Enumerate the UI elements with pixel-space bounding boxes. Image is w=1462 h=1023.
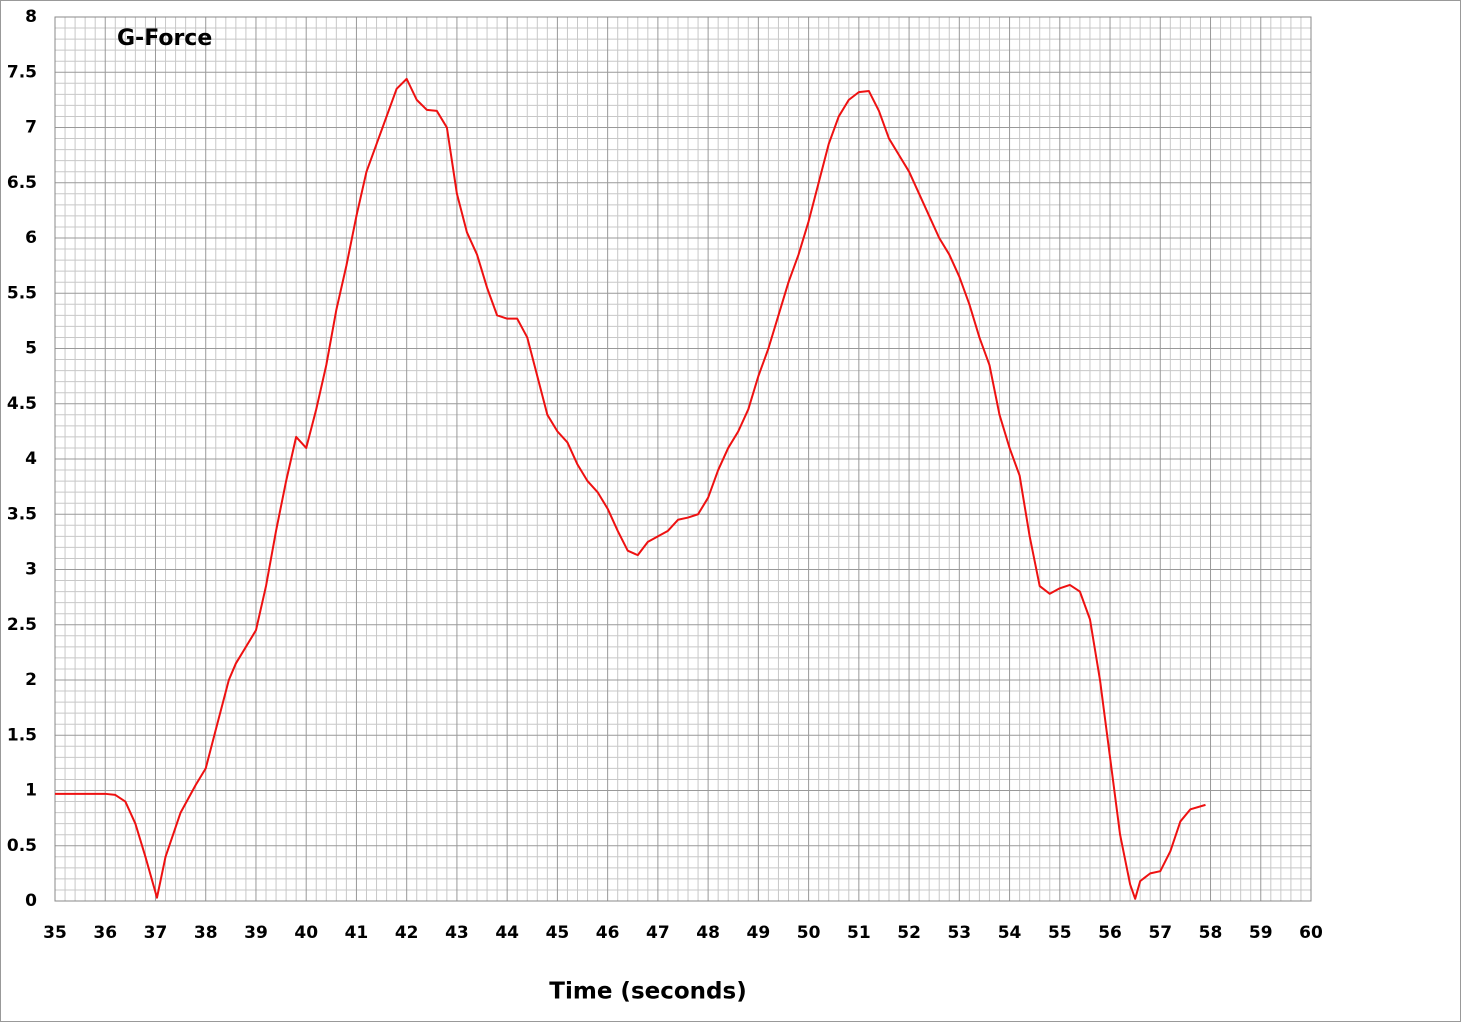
x-tick-label: 38 [194, 923, 218, 943]
x-tick-label: 57 [1148, 923, 1172, 943]
x-tick-label: 52 [897, 923, 921, 943]
x-tick-label: 43 [445, 923, 469, 943]
data-line [55, 77, 1206, 900]
x-tick-label: 48 [696, 923, 720, 943]
y-tick-label: 0.5 [7, 836, 37, 856]
x-tick-label: 55 [1048, 923, 1072, 943]
x-tick-label: 49 [747, 923, 771, 943]
y-tick-label: 1 [25, 781, 37, 801]
grid [54, 16, 1312, 902]
x-tick-label: 58 [1199, 923, 1223, 943]
chart-title: G-Force [117, 26, 212, 51]
x-tick-label: 59 [1249, 923, 1273, 943]
y-tick-label: 7.5 [7, 62, 37, 82]
y-tick-label: 4.5 [7, 394, 37, 414]
x-axis-label: Time (seconds) [549, 979, 746, 1005]
y-tick-label: 2 [25, 670, 37, 690]
x-tick-label: 41 [345, 923, 369, 943]
x-tick-label: 56 [1098, 923, 1122, 943]
x-tick-label: 50 [797, 923, 821, 943]
x-tick-label: 45 [546, 923, 570, 943]
x-tick-label: 44 [495, 923, 519, 943]
x-tick-label: 47 [646, 923, 670, 943]
x-tick-label: 36 [93, 923, 117, 943]
y-tick-label: 2.5 [7, 615, 37, 635]
y-tick-label: 7 [25, 118, 37, 138]
x-tick-label: 42 [395, 923, 419, 943]
y-tick-label: 6.5 [7, 173, 37, 193]
y-tick-label: 4 [25, 449, 37, 469]
y-tick-label: 0 [25, 891, 37, 911]
y-tick-label: 5.5 [7, 283, 37, 303]
x-tick-label: 40 [294, 923, 318, 943]
x-tick-label: 39 [244, 923, 268, 943]
y-tick-label: 1.5 [7, 725, 37, 745]
x-tick-label: 37 [144, 923, 168, 943]
plot-frame [54, 16, 1312, 902]
x-tick-label: 51 [847, 923, 871, 943]
y-tick-label: 5 [25, 339, 37, 359]
x-tick-label: 46 [596, 923, 620, 943]
y-tick-label: 8 [25, 7, 37, 27]
y-tick-label: 6 [25, 228, 37, 248]
x-tick-label: 60 [1299, 923, 1323, 943]
y-tick-label: 3.5 [7, 504, 37, 524]
y-tick-label: 3 [25, 560, 37, 580]
x-tick-label: 53 [947, 923, 971, 943]
x-tick-label: 35 [43, 923, 67, 943]
x-tick-label: 54 [998, 923, 1022, 943]
